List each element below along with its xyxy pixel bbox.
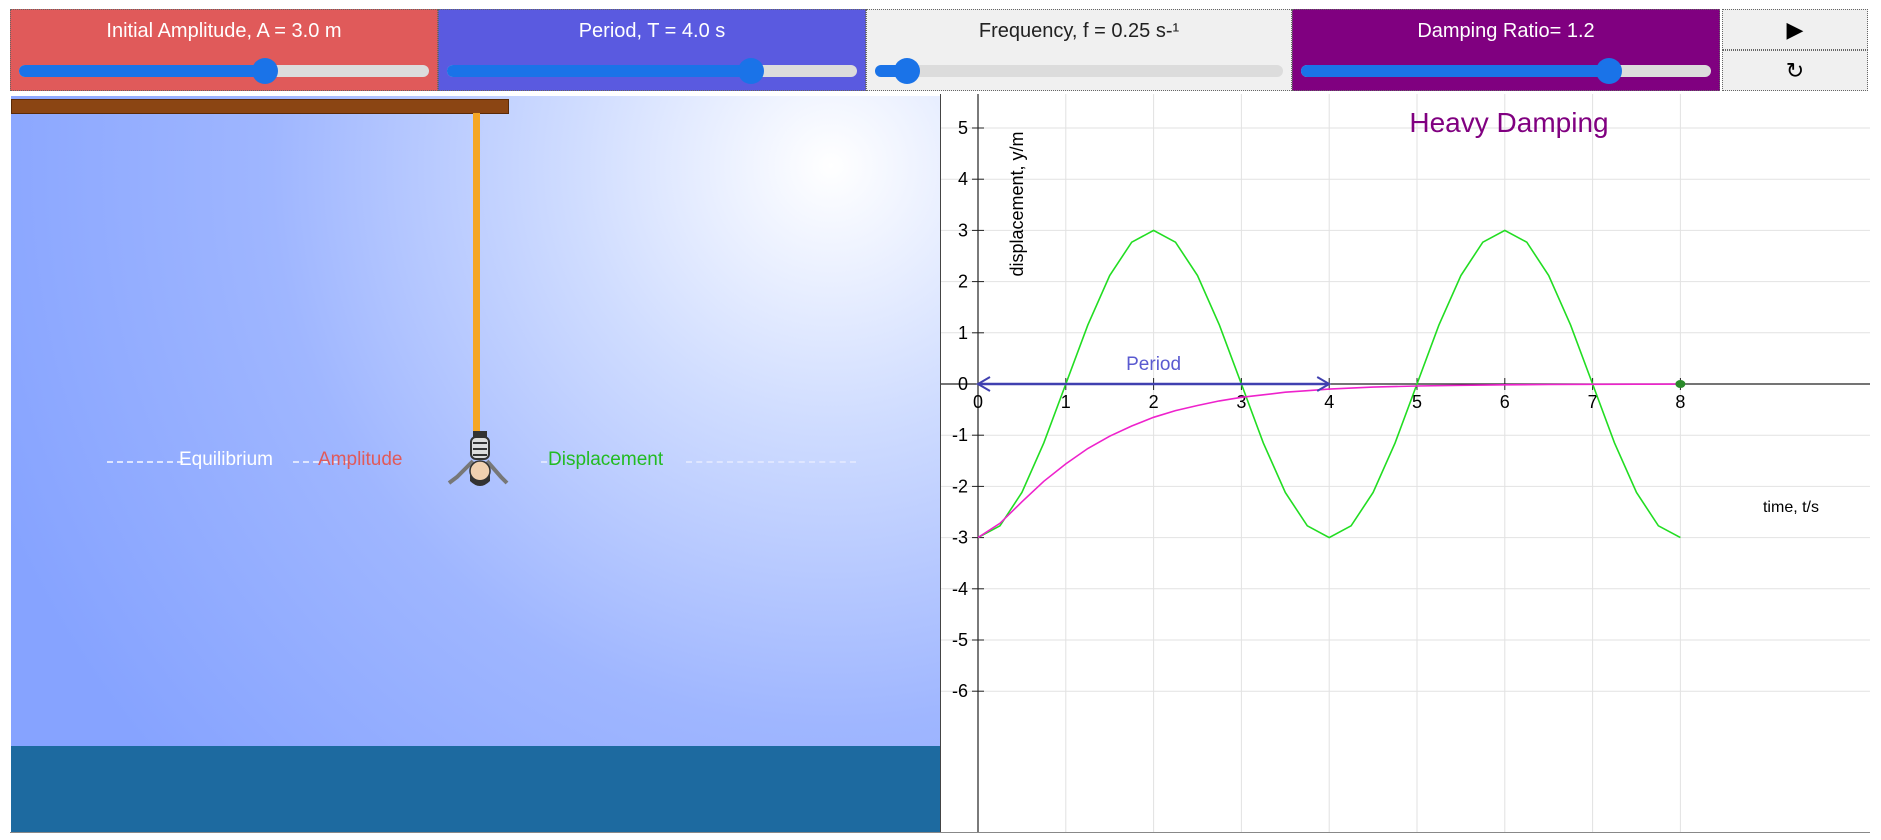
series-line-1 (977, 383, 1681, 539)
damping-slider[interactable] (1301, 58, 1711, 84)
period-arrow-head-left (976, 376, 991, 392)
damping-label: Damping Ratio= 1.2 (1417, 20, 1595, 42)
y-tick-label: 0 (958, 374, 968, 394)
y-tick-label: 4 (958, 169, 968, 189)
chart-title: Heavy Damping (1409, 107, 1608, 138)
period-arrow-head-right (1316, 376, 1332, 392)
frequency-slider[interactable] (875, 58, 1283, 84)
y-tick-label: -3 (952, 528, 968, 548)
x-tick-label: 4 (1324, 392, 1334, 412)
bungee-cord (473, 113, 480, 443)
y-tick-label: -1 (952, 425, 968, 445)
graph-grid (941, 94, 1870, 832)
amplitude-label: Amplitude (318, 449, 403, 470)
jumper-icon[interactable] (445, 429, 513, 493)
x-tick-label: 0 (973, 392, 983, 412)
equilibrium-line (686, 461, 856, 463)
x-tick-label: 1 (1061, 392, 1071, 412)
amplitude-label: Initial Amplitude, A = 3.0 m (106, 20, 342, 42)
y-tick-label: -5 (952, 630, 968, 650)
y-tick-label: -6 (952, 681, 968, 701)
y-tick-label: -4 (952, 579, 968, 599)
equilibrium-label: Equilibrium (179, 449, 273, 470)
damping-control: Damping Ratio= 1.2 (1292, 9, 1720, 91)
period-label: Period (1126, 354, 1181, 375)
x-tick-label: 3 (1236, 392, 1246, 412)
x-tick-label: 5 (1412, 392, 1422, 412)
play-button[interactable]: ▶ (1722, 9, 1868, 50)
frequency-label: Frequency, f = 0.25 s-¹ (978, 20, 1180, 42)
damping-slider-knob[interactable] (1595, 58, 1622, 84)
y-tick-label: 1 (958, 323, 968, 343)
equilibrium-line (293, 461, 349, 463)
y-axis-label: displacement, y/m (1007, 131, 1027, 276)
equilibrium-line (541, 461, 559, 463)
bungee-scene: Equilibrium Amplitude Displacement (11, 96, 941, 832)
play-icon: ▶ (1786, 17, 1804, 42)
y-tick-label: 5 (958, 118, 968, 138)
period-slider[interactable] (447, 58, 857, 84)
playback-controls: ▶ ↻ (1722, 9, 1868, 91)
y-tick-label: -2 (952, 476, 968, 496)
x-tick-label: 2 (1149, 392, 1159, 412)
period-label: Period, T = 4.0 s (578, 20, 726, 42)
x-tick-label: 8 (1675, 392, 1685, 412)
panel-divider (940, 94, 941, 832)
bottom-border (10, 832, 1870, 833)
water (11, 746, 941, 832)
x-axis-label: time, t/s (1763, 499, 1819, 516)
amplitude-slider[interactable] (19, 58, 429, 84)
x-tick-label: 6 (1500, 392, 1510, 412)
period-slider-knob[interactable] (737, 58, 764, 84)
frequency-control: Frequency, f = 0.25 s-¹ (866, 9, 1292, 91)
amplitude-slider-knob[interactable] (252, 58, 278, 84)
end-point-marker (1675, 380, 1686, 388)
reset-button[interactable]: ↻ (1722, 50, 1868, 91)
period-control: Period, T = 4.0 s (438, 9, 866, 91)
amplitude-control: Initial Amplitude, A = 3.0 m (10, 9, 438, 91)
frequency-slider-knob[interactable] (894, 58, 921, 84)
equilibrium-line (107, 461, 183, 463)
x-tick-label: 7 (1588, 392, 1598, 412)
y-tick-label: 3 (958, 220, 968, 240)
displacement-label: Displacement (548, 449, 664, 470)
y-tick-label: 2 (958, 272, 968, 292)
reset-icon: ↻ (1785, 58, 1805, 83)
bridge-beam (11, 99, 509, 114)
series-line-0 (977, 229, 1681, 539)
